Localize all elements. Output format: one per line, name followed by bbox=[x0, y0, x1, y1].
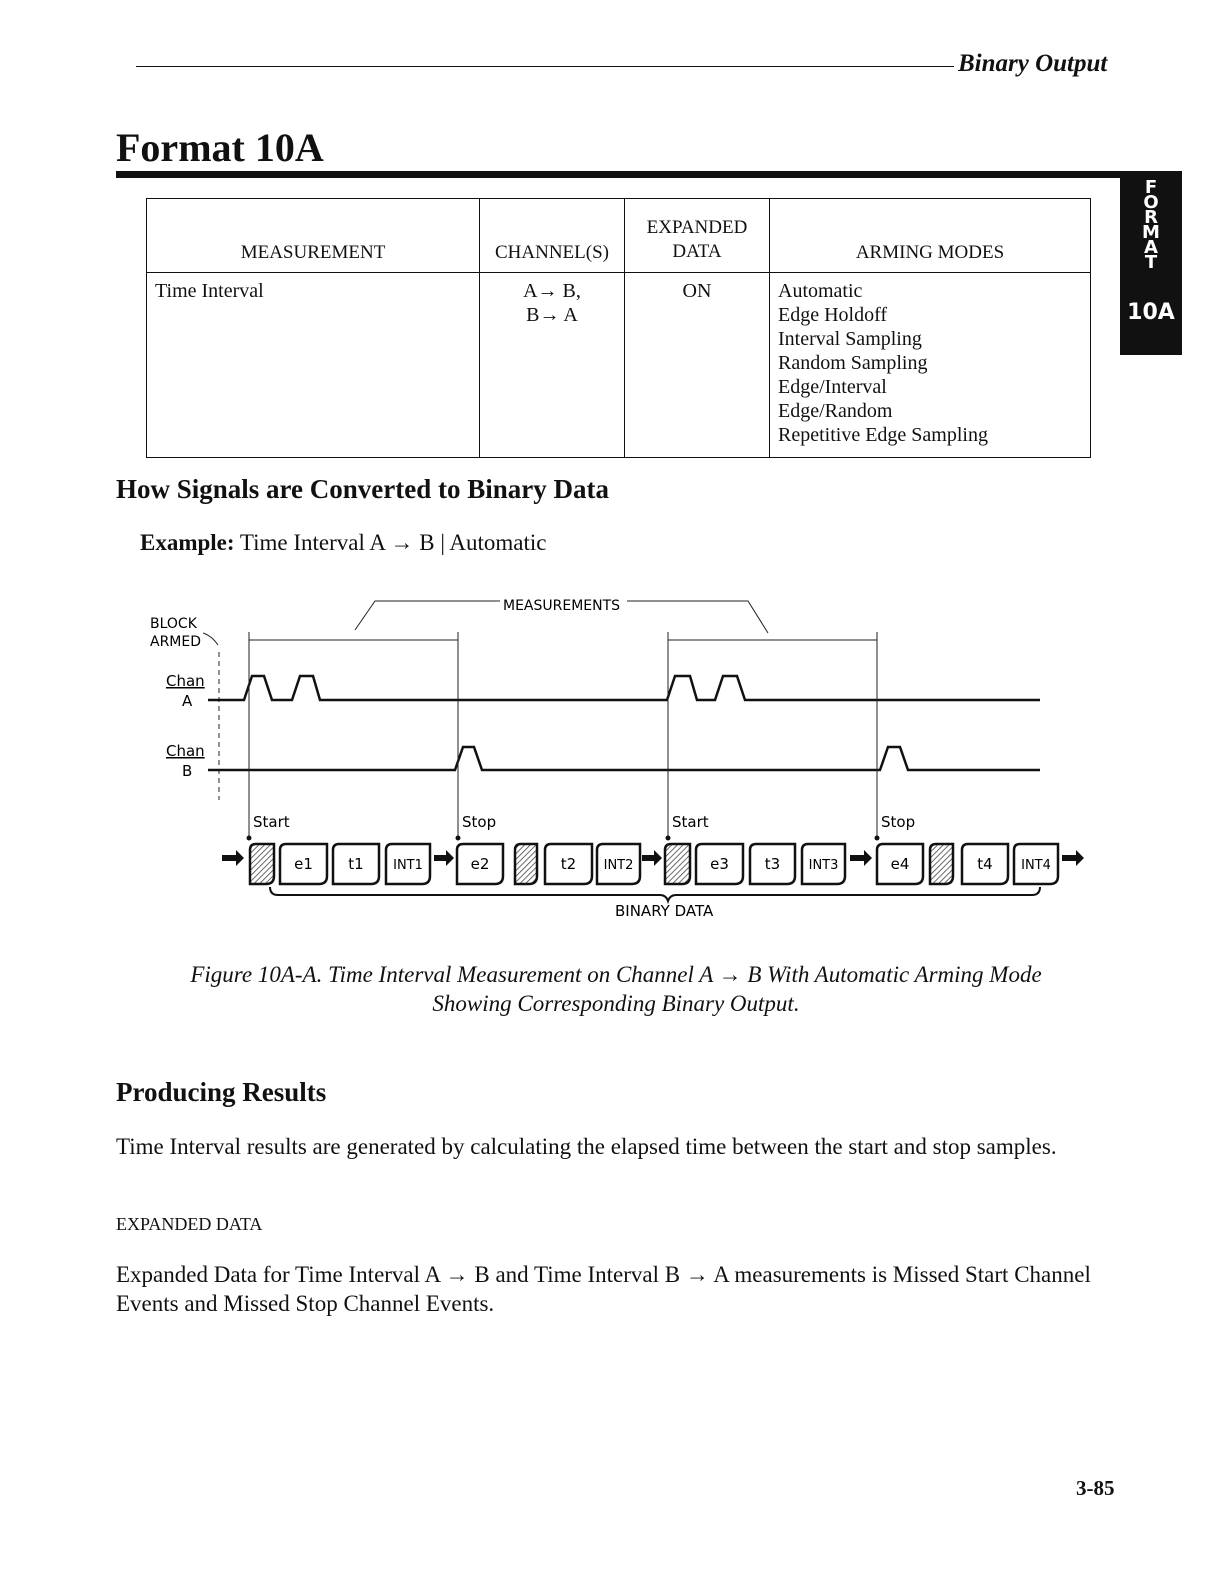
caption-line: Showing Corresponding Binary Output. bbox=[432, 991, 800, 1016]
event-dot bbox=[246, 835, 252, 841]
arming-mode-item: Interval Sampling bbox=[778, 328, 922, 350]
hatched-field-box bbox=[513, 842, 539, 886]
header-rule bbox=[136, 66, 954, 67]
arming-mode-item: Repetitive Edge Sampling bbox=[778, 424, 988, 446]
cell-arming-modes: Automatic Edge Holdoff Interval Sampling Ra… bbox=[769, 272, 1091, 458]
hatched-field-box bbox=[663, 842, 692, 886]
binary-field-box bbox=[800, 842, 847, 886]
example-line: Example: Time Interval A → B | Automatic bbox=[140, 530, 547, 556]
binary-field-label: t2 bbox=[561, 855, 576, 873]
running-header: Binary Output bbox=[958, 50, 1108, 77]
binary-field-box bbox=[1012, 842, 1060, 886]
section-tab-letter: T bbox=[1144, 252, 1158, 273]
chan-a-label: A bbox=[182, 692, 193, 710]
binary-field-box bbox=[748, 842, 797, 886]
chan-b-label: Chan bbox=[166, 742, 205, 760]
arming-mode-item: Random Sampling bbox=[778, 352, 928, 374]
binary-field-box bbox=[331, 842, 381, 886]
arming-mode-item: Automatic bbox=[778, 280, 863, 302]
results-paragraph: Time Interval results are generated by c… bbox=[116, 1134, 1057, 1159]
binary-data-label: BINARY DATA bbox=[615, 902, 714, 920]
binary-field-label: INT2 bbox=[604, 858, 634, 873]
section-tab-letter: A bbox=[1144, 237, 1158, 258]
binary-field-label: e2 bbox=[471, 855, 490, 873]
flow-arrow-icon bbox=[642, 850, 662, 866]
flow-arrow-icon bbox=[434, 850, 454, 866]
example-label: Example: bbox=[140, 530, 235, 555]
cell-expanded-data: ON bbox=[624, 272, 770, 458]
binary-field-box bbox=[384, 842, 432, 886]
flow-arrow-icon bbox=[850, 850, 872, 866]
binary-data-brace bbox=[269, 886, 1041, 905]
caption-line: Figure 10A-A. Time Interval Measurement … bbox=[190, 962, 1042, 987]
binary-field-box bbox=[543, 842, 594, 886]
channel-b-waveform bbox=[208, 745, 1040, 772]
binary-field-box bbox=[960, 842, 1010, 886]
event-dot bbox=[665, 835, 671, 841]
section-tab-number: 10A bbox=[1127, 300, 1175, 325]
hatched-field-box bbox=[248, 842, 276, 886]
hatched-field-box bbox=[928, 842, 955, 886]
section-heading-signals: How Signals are Converted to Binary Data bbox=[116, 474, 609, 504]
flow-arrow-icon bbox=[1062, 850, 1084, 866]
flow-arrow-icon bbox=[222, 850, 244, 866]
binary-field-label: e1 bbox=[294, 855, 313, 873]
section-heading-results: Producing Results bbox=[116, 1077, 327, 1107]
expanded-data-paragraph: Expanded Data for Time Interval A → B an… bbox=[116, 1262, 1091, 1316]
binary-field-label: t3 bbox=[765, 855, 780, 873]
title-rule bbox=[116, 171, 1182, 178]
binary-field-label: INT3 bbox=[809, 858, 839, 873]
binary-field-label: INT4 bbox=[1021, 858, 1051, 873]
arming-mode-item: Edge/Interval bbox=[778, 376, 887, 398]
event-label: Stop bbox=[881, 813, 915, 831]
header-measurement: MEASUREMENT bbox=[146, 198, 480, 273]
event-label: Start bbox=[672, 813, 709, 831]
binary-field-box bbox=[875, 842, 925, 886]
arming-mode-item: Edge Holdoff bbox=[778, 304, 888, 326]
section-tab-letter: F bbox=[1144, 177, 1158, 198]
arming-mode-item: Edge/Random bbox=[778, 400, 893, 422]
event-label: Start bbox=[253, 813, 290, 831]
binary-field-label: INT1 bbox=[393, 858, 423, 873]
section-tab-letter: M bbox=[1142, 222, 1160, 243]
event-markers bbox=[248, 632, 878, 838]
expanded-data-subheading: EXPANDED DATA bbox=[116, 1214, 263, 1234]
binary-field-label: e4 bbox=[891, 855, 910, 873]
binary-field-box bbox=[595, 842, 642, 886]
cell-measurement: Time Interval bbox=[146, 272, 480, 458]
cell-channels: A→ B, B→ A bbox=[479, 272, 625, 458]
page-title: Format 10A bbox=[116, 125, 324, 170]
block-armed-label: ARMED bbox=[150, 634, 201, 650]
chan-b-label: B bbox=[182, 762, 192, 780]
event-dot bbox=[455, 835, 461, 841]
channel-a-waveform bbox=[208, 674, 1040, 702]
measurements-label: MEASUREMENTS bbox=[503, 598, 620, 614]
channel-item: B→ A bbox=[526, 304, 578, 326]
binary-field-label: e3 bbox=[710, 855, 729, 873]
chan-a-label: Chan bbox=[166, 672, 205, 690]
binary-field-box bbox=[455, 842, 505, 886]
event-dot bbox=[874, 835, 880, 841]
binary-field-box bbox=[694, 842, 745, 886]
measurements-callout: MEASUREMENTS bbox=[354, 598, 769, 634]
example-text: Time Interval A → B | Automatic bbox=[239, 530, 547, 555]
channel-item: A→ B, bbox=[523, 280, 581, 302]
header-channels: CHANNEL(S) bbox=[479, 198, 625, 273]
event-label: Stop bbox=[462, 813, 496, 831]
binary-field-label: t1 bbox=[348, 855, 363, 873]
section-tab-letter: R bbox=[1144, 207, 1158, 228]
block-armed-label: BLOCK bbox=[150, 616, 198, 632]
header-expanded-data: EXPANDED DATA bbox=[624, 198, 770, 273]
binary-field-label: t4 bbox=[977, 855, 992, 873]
page-number: 3-85 bbox=[1076, 1476, 1115, 1500]
header-arming-modes: ARMING MODES bbox=[769, 198, 1091, 273]
figure-caption: Figure 10A-A. Time Interval Measurement … bbox=[116, 960, 1116, 1018]
table-row: Time Interval A→ B, B→ A ON Automatic Edg… bbox=[146, 272, 1091, 458]
format-spec-table: MEASUREMENT CHANNEL(S) EXPANDED DATA ARM… bbox=[146, 198, 1091, 458]
section-tab-letter: O bbox=[1143, 192, 1159, 213]
binary-field-box bbox=[278, 842, 329, 886]
